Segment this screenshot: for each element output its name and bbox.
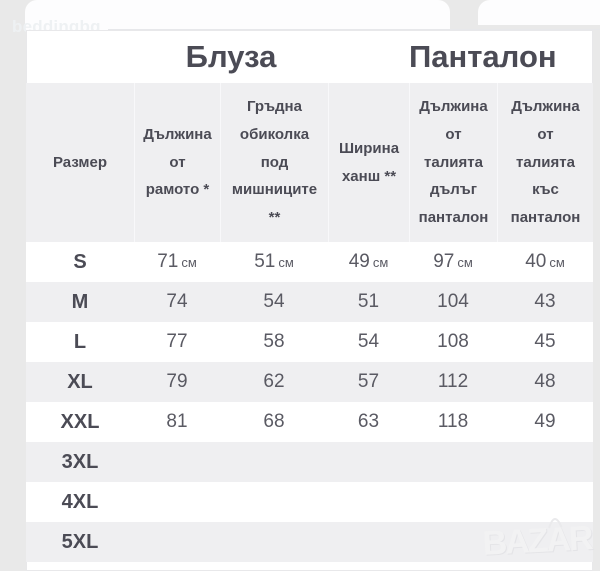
svg-text:BAZAR: BAZAR [482,519,594,563]
